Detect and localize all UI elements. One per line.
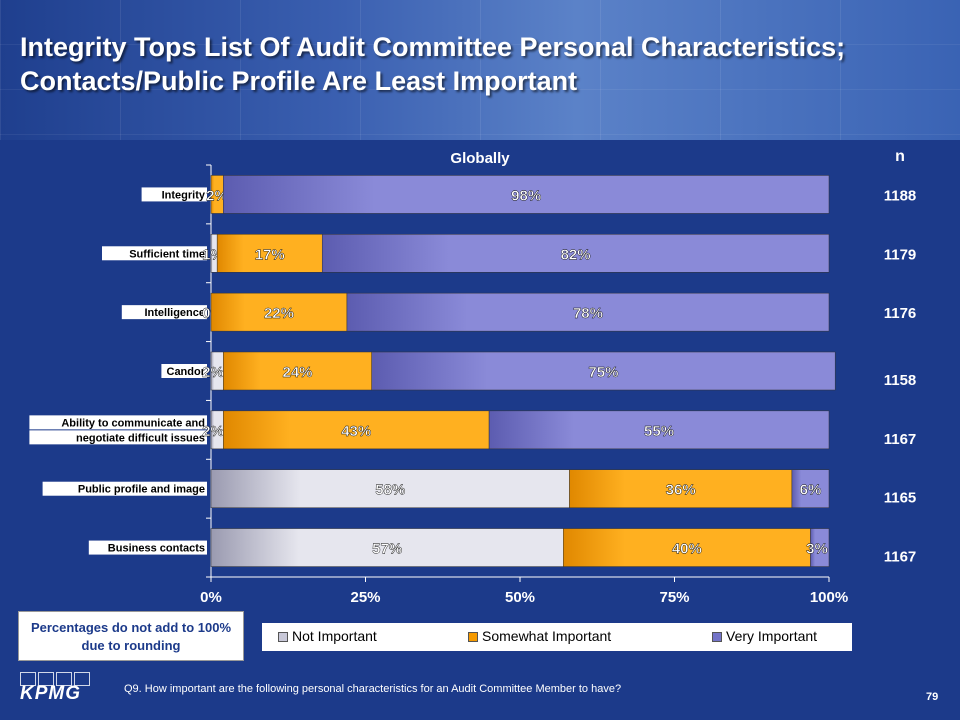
- n-column-header: n: [895, 148, 905, 165]
- rounding-note: Percentages do not add to 100% due to ro…: [18, 611, 244, 661]
- bar-segment: [810, 528, 830, 567]
- bar-segment: [791, 469, 830, 508]
- logo-boxes-icon: [20, 672, 90, 686]
- bar-segment: [216, 234, 323, 273]
- data-label: 6%: [800, 482, 822, 499]
- n-value: 1165: [884, 490, 917, 507]
- data-label: 40%: [672, 541, 702, 558]
- data-label: 57%: [372, 541, 402, 558]
- x-tick-label: 100%: [810, 589, 848, 606]
- data-label: 2%: [202, 364, 224, 381]
- bar-segment: [569, 469, 793, 508]
- x-tick-label: 75%: [659, 589, 689, 606]
- data-label: 82%: [561, 246, 591, 263]
- data-label: 43%: [341, 423, 371, 440]
- n-value: 1179: [884, 246, 917, 263]
- category-label-bg: [121, 305, 207, 320]
- category-label: Ability to communicate and: [61, 417, 205, 429]
- data-label: 3%: [806, 541, 828, 558]
- header-banner: Integrity Tops List Of Audit Committee P…: [0, 0, 960, 140]
- bar-segment: [210, 469, 570, 508]
- category-label: Candor: [167, 366, 206, 378]
- kpmg-logo: KPMG: [20, 672, 90, 705]
- legend-label-somewhat-important: Somewhat Important: [482, 628, 612, 644]
- bar-segment: [563, 528, 811, 567]
- n-value: 1158: [884, 372, 917, 389]
- category-label: Intelligence: [144, 307, 205, 319]
- page-number: 79: [926, 691, 939, 703]
- x-tick-label: 25%: [350, 589, 380, 606]
- data-label: 75%: [588, 364, 618, 381]
- bar-segment: [321, 234, 830, 273]
- category-label-bg: [29, 430, 208, 445]
- slide-title: Integrity Tops List Of Audit Committee P…: [20, 32, 846, 96]
- category-label: Sufficient time: [129, 248, 205, 260]
- x-tick-label: 0%: [200, 589, 222, 606]
- header-grid-texture: [0, 0, 960, 140]
- category-label-bg: [42, 481, 207, 496]
- category-label-bg: [88, 540, 207, 555]
- category-label-bg: [161, 364, 207, 378]
- chart-title: Globally: [450, 150, 510, 167]
- logo-wordmark: KPMG: [20, 683, 81, 704]
- legend-swatch-very-important: [712, 632, 722, 642]
- data-label: 2%: [206, 187, 228, 204]
- data-label: 22%: [264, 305, 294, 322]
- category-label: Integrity: [162, 189, 206, 201]
- legend-label-not-important: Not Important: [292, 628, 377, 644]
- bar-segment: [210, 528, 564, 567]
- bar-segment: [371, 351, 836, 391]
- category-label: negotiate difficult issues: [76, 432, 205, 444]
- category-label-bg: [141, 187, 207, 202]
- n-value: 1167: [884, 549, 917, 566]
- data-label: 55%: [644, 423, 674, 440]
- bar-segment: [223, 175, 830, 214]
- data-label: 36%: [666, 482, 696, 499]
- category-label: Public profile and image: [78, 484, 205, 496]
- category-label-bg: [29, 415, 208, 430]
- data-label: 2%: [202, 423, 224, 440]
- data-label: 98%: [511, 187, 541, 204]
- legend-label-very-important: Very Important: [726, 628, 818, 644]
- legend-swatch-somewhat-important: [468, 632, 478, 642]
- data-label: 78%: [573, 305, 603, 322]
- bar-segment: [223, 351, 372, 391]
- category-label-bg: [102, 246, 207, 261]
- bar-segment: [346, 292, 830, 332]
- survey-question: Q9. How important are the following pers…: [124, 683, 622, 695]
- category-label: Business contacts: [108, 543, 205, 555]
- bar-segment: [488, 410, 830, 450]
- legend-swatch-not-important: [278, 632, 288, 642]
- data-label: 24%: [283, 364, 313, 381]
- data-label: 58%: [375, 482, 405, 499]
- n-value: 1176: [884, 305, 917, 322]
- x-tick-label: 50%: [505, 589, 535, 606]
- data-label: 17%: [255, 246, 285, 263]
- bar-segment: [223, 410, 490, 450]
- chart-legend: Not Important Somewhat Important Very Im…: [262, 623, 852, 651]
- n-value: 1167: [884, 431, 917, 448]
- n-value: 1188: [884, 187, 917, 204]
